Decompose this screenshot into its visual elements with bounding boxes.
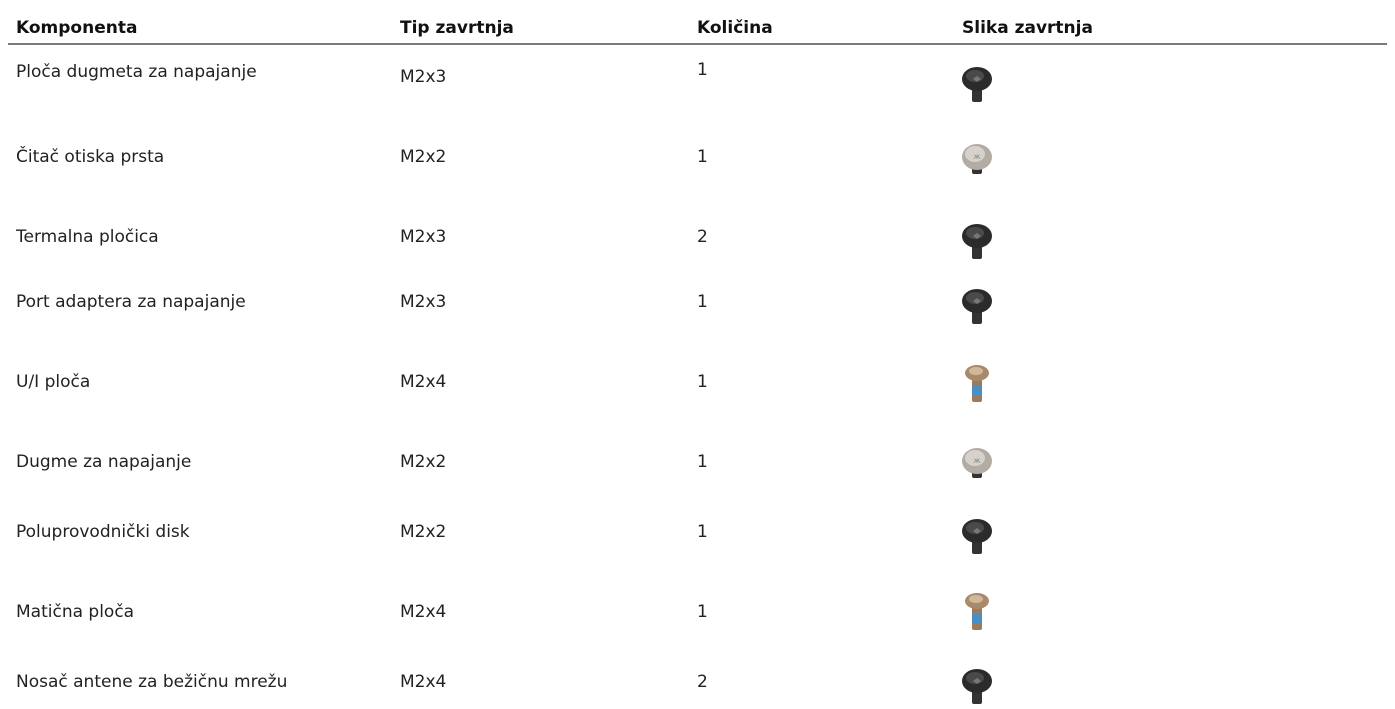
screw-icon [960,362,994,406]
screw-type-cell: M2x4 [400,602,446,622]
quantity-cell: 1 [697,522,708,542]
quantity-cell: 1 [697,602,708,622]
quantity-cell: 2 [697,672,708,692]
column-header: Tip zavrtnja [400,18,514,38]
column-header: Slika zavrtnja [962,18,1093,38]
component-cell: Dugme za napajanje [16,452,191,472]
screw-icon [960,514,994,558]
quantity-cell: 1 [697,452,708,472]
screw-type-cell: M2x3 [400,67,446,87]
component-cell: Poluprovodnički disk [16,522,190,542]
component-cell: Nosač antene za bežičnu mrežu [16,672,287,692]
quantity-cell: 1 [697,60,708,80]
screw-type-cell: M2x2 [400,147,446,167]
quantity-cell: 2 [697,227,708,247]
column-header: Komponenta [16,18,137,38]
quantity-cell: 1 [697,147,708,167]
component-cell: Matična ploča [16,602,134,622]
screw-icon [960,140,994,184]
screw-type-cell: M2x2 [400,522,446,542]
screw-type-cell: M2x4 [400,672,446,692]
screw-icon [960,219,994,263]
component-cell: U/I ploča [16,372,90,392]
component-cell: Ploča dugmeta za napajanje [16,62,257,82]
component-cell: Čitač otiska prsta [16,147,164,167]
screw-type-cell: M2x2 [400,452,446,472]
screw-type-cell: M2x3 [400,227,446,247]
screw-icon [960,444,994,488]
screw-type-cell: M2x4 [400,372,446,392]
component-cell: Port adaptera za napajanje [16,292,246,312]
screw-icon [960,62,994,106]
header-rule [8,43,1387,45]
column-header: Količina [697,18,773,38]
screw-icon [960,284,994,328]
quantity-cell: 1 [697,372,708,392]
quantity-cell: 1 [697,292,708,312]
screw-type-cell: M2x3 [400,292,446,312]
screw-icon [960,664,994,708]
page: ж Komponenta Tip zavrtnja Količina Slika… [0,0,1395,709]
component-cell: Termalna pločica [16,227,159,247]
screw-icon [960,590,994,634]
